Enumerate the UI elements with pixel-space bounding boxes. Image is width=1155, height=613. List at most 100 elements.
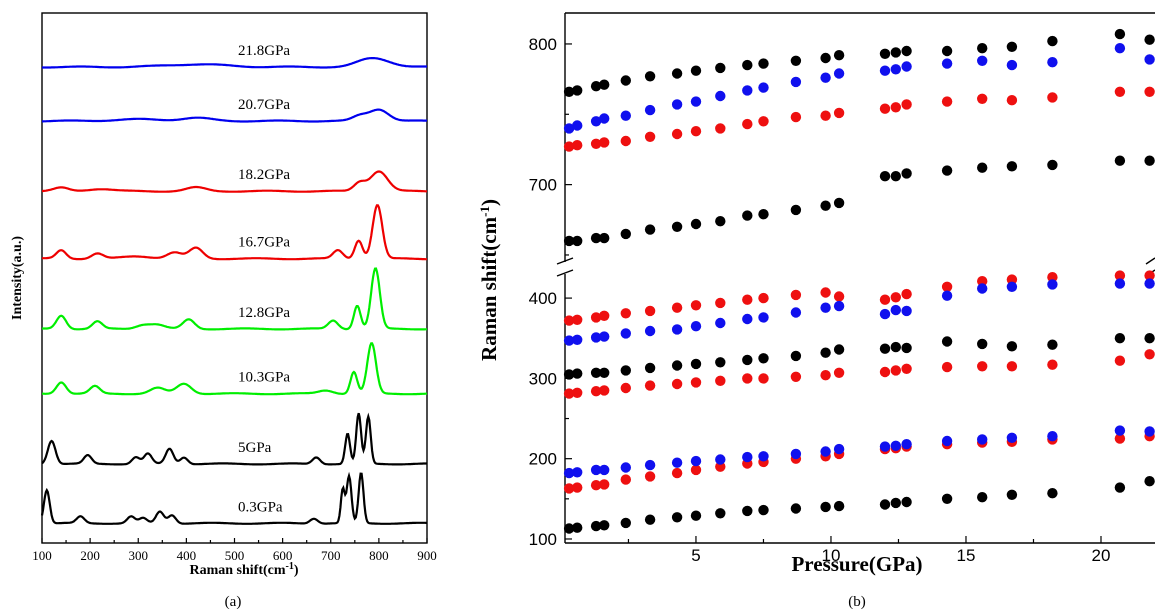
scatter-point xyxy=(890,171,901,182)
scatter-point xyxy=(820,110,831,121)
scatter-point xyxy=(1144,270,1155,281)
scatter-point xyxy=(790,55,802,66)
scatter-point xyxy=(715,375,726,386)
scatter-point xyxy=(879,308,891,320)
spectrum-pressure-label: 12.8GPa xyxy=(238,305,290,321)
scatter-point xyxy=(941,281,953,292)
scatter-point xyxy=(1006,489,1018,500)
scatter-point xyxy=(690,510,702,521)
scatter-point xyxy=(1114,278,1126,289)
scatter-point xyxy=(833,291,845,302)
scatter-point xyxy=(901,496,912,508)
scatter-point xyxy=(1114,155,1126,166)
scatter-point xyxy=(1006,432,1018,443)
panel-b-x-tick-label: 10 xyxy=(822,546,841,565)
scatter-point xyxy=(758,209,769,220)
scatter-point xyxy=(690,464,702,476)
scatter-point xyxy=(1006,361,1018,372)
scatter-point xyxy=(879,103,891,114)
scatter-point xyxy=(690,455,702,467)
scatter-point xyxy=(563,523,575,534)
scatter-point xyxy=(790,204,802,216)
scatter-point xyxy=(977,338,988,350)
panel-a-x-tick-label: 200 xyxy=(80,548,100,563)
panel-b-x-tick-label: 5 xyxy=(691,546,700,565)
scatter-point xyxy=(833,68,845,79)
scatter-point xyxy=(563,483,575,494)
scatter-point xyxy=(941,336,953,347)
scatter-point xyxy=(758,292,769,304)
scatter-point xyxy=(890,64,901,75)
scatter-point xyxy=(1006,95,1018,106)
scatter-point xyxy=(620,365,631,376)
scatter-point xyxy=(563,123,575,134)
scatter-point xyxy=(742,505,753,517)
scatter-point xyxy=(890,440,901,451)
spectrum-line xyxy=(41,170,427,193)
scatter-point xyxy=(758,504,769,516)
scatter-point xyxy=(644,224,656,235)
scatter-point xyxy=(901,342,912,354)
scatter-point xyxy=(977,55,988,66)
scatter-point xyxy=(715,62,726,74)
scatter-point xyxy=(671,99,683,110)
scatter-point xyxy=(1144,426,1155,437)
scatter-point xyxy=(599,520,610,531)
scatter-point xyxy=(977,43,988,54)
scatter-point xyxy=(977,492,988,503)
scatter-point xyxy=(599,137,610,148)
scatter-point xyxy=(941,435,953,447)
scatter-point xyxy=(1006,41,1018,52)
scatter-point xyxy=(879,441,891,452)
scatter-point xyxy=(671,68,683,79)
scatter-point xyxy=(671,128,683,140)
scatter-point xyxy=(563,335,575,346)
scatter-point xyxy=(901,288,912,300)
scatter-point xyxy=(620,228,631,240)
scatter-point xyxy=(671,221,683,232)
scatter-point xyxy=(572,522,583,533)
spectrum-pressure-label: 10.3GPa xyxy=(238,370,290,386)
scatter-point xyxy=(644,459,656,471)
scatter-point xyxy=(1047,339,1058,350)
scatter-point xyxy=(977,93,988,105)
scatter-point xyxy=(901,168,912,179)
panel-b-data-points xyxy=(563,28,1155,534)
scatter-point xyxy=(620,75,631,86)
panel-b-caption: (b) xyxy=(848,594,866,610)
scatter-point xyxy=(715,317,726,329)
scatter-point xyxy=(599,479,610,490)
scatter-point xyxy=(790,76,802,88)
scatter-point xyxy=(590,312,602,323)
panel-a-y-axis-label: Intensity(a.u.) xyxy=(10,236,25,320)
scatter-point xyxy=(1114,482,1126,493)
scatter-point xyxy=(820,72,831,83)
scatter-point xyxy=(1114,270,1126,281)
spectrum-line xyxy=(42,108,428,123)
scatter-point xyxy=(879,343,891,354)
scatter-point xyxy=(879,294,891,305)
scatter-point xyxy=(572,314,583,325)
scatter-point xyxy=(879,65,891,76)
scatter-point xyxy=(758,116,769,127)
scatter-point xyxy=(572,334,583,345)
scatter-point xyxy=(620,110,631,121)
scatter-point xyxy=(620,135,631,147)
scatter-point xyxy=(1114,433,1126,444)
scatter-point xyxy=(644,71,656,82)
scatter-point xyxy=(644,131,656,142)
scatter-point xyxy=(1114,43,1126,54)
panel-b-x-tick-label: 20 xyxy=(1092,546,1111,565)
scatter-point xyxy=(715,461,726,472)
scatter-point xyxy=(1006,59,1018,71)
scatter-point xyxy=(901,45,912,57)
scatter-point xyxy=(590,138,602,149)
scatter-point xyxy=(590,386,602,397)
scatter-point xyxy=(599,310,610,321)
scatter-point xyxy=(572,140,583,151)
scatter-point xyxy=(977,283,988,294)
scatter-point xyxy=(1144,278,1155,289)
scatter-point xyxy=(1006,281,1018,292)
scatter-point xyxy=(563,315,575,326)
